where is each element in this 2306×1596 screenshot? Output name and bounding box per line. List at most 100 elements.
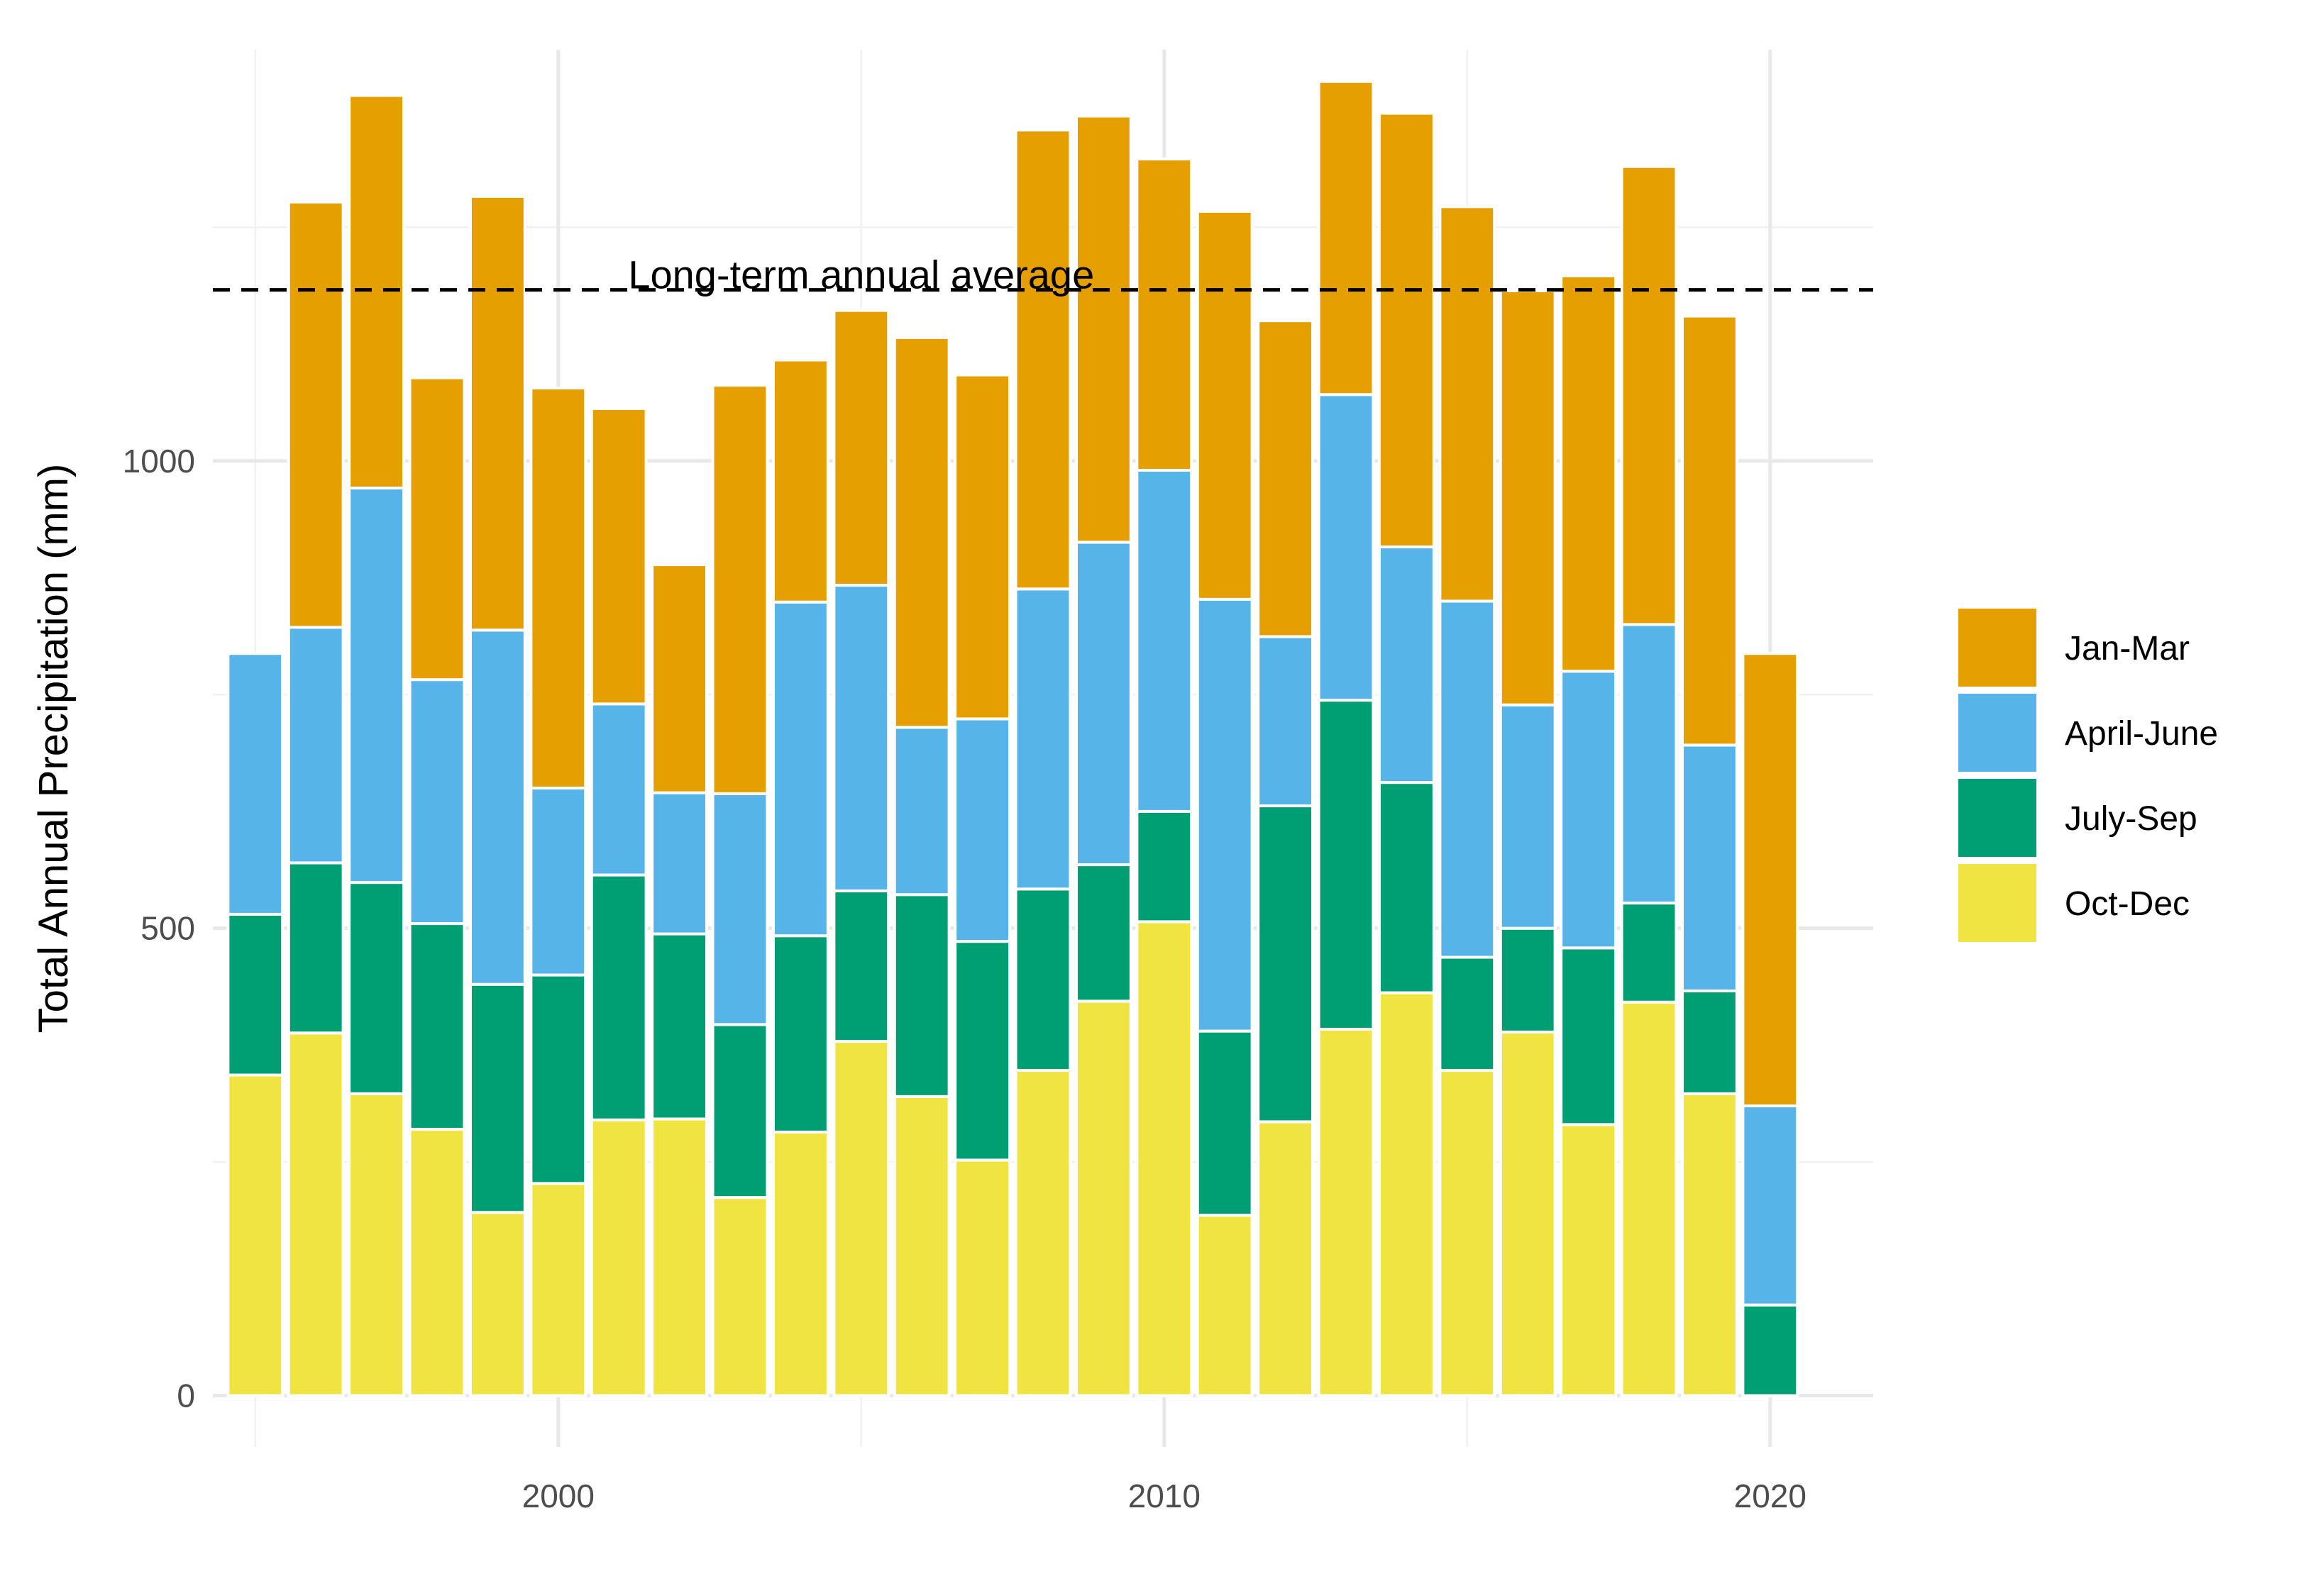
bar-april-june-2020 [1741, 1104, 1799, 1307]
bar-oct-dec-2015 [1438, 1068, 1496, 1397]
bar-oct-dec-2010 [1135, 920, 1193, 1397]
bar-jan-mar-2016 [1499, 289, 1557, 706]
bar-april-june-2001 [590, 702, 648, 877]
bar-jan-mar-2009 [1074, 114, 1132, 544]
bar-jan-mar-2012 [1257, 319, 1315, 638]
bar-april-june-2017 [1560, 670, 1618, 950]
bar-july-sep-2007 [954, 940, 1012, 1162]
bar-july-sep-2011 [1196, 1029, 1254, 1217]
bar-july-sep-2004 [771, 934, 829, 1134]
bar-april-june-2019 [1680, 743, 1738, 992]
y-axis-tick-labels: 0 500 1000 [123, 443, 195, 1414]
bar-oct-dec-2018 [1620, 1000, 1678, 1397]
bar-april-june-1997 [348, 487, 406, 885]
bar-jan-mar-2020 [1741, 652, 1799, 1108]
bar-jan-mar-2006 [893, 336, 951, 729]
bar-oct-dec-2007 [954, 1158, 1012, 1397]
bar-july-sep-2020 [1741, 1303, 1799, 1397]
bar-oct-dec-2019 [1680, 1092, 1738, 1397]
y-tick-label: 0 [177, 1378, 195, 1414]
legend-label: Oct-Dec [2065, 885, 2190, 923]
bar-jan-mar-2004 [771, 358, 829, 604]
bar-oct-dec-2004 [771, 1130, 829, 1397]
bar-april-june-1998 [408, 678, 466, 926]
bar-jan-mar-2018 [1620, 165, 1678, 626]
bar-jan-mar-1998 [408, 376, 466, 682]
bar-april-june-2000 [529, 787, 587, 977]
legend-label: Jan-Mar [2065, 630, 2190, 667]
bar-jan-mar-2000 [529, 387, 587, 790]
bar-july-sep-2019 [1680, 989, 1738, 1095]
bar-oct-dec-1995 [226, 1073, 285, 1397]
bar-oct-dec-2002 [651, 1117, 709, 1397]
bar-jan-mar-2003 [711, 384, 769, 795]
bar-oct-dec-1999 [468, 1211, 526, 1397]
bar-jan-mar-2011 [1196, 209, 1254, 601]
bar-july-sep-2003 [711, 1023, 769, 1199]
legend-label: April-June [2065, 715, 2218, 753]
bar-oct-dec-2017 [1560, 1123, 1618, 1397]
bar-april-june-2009 [1074, 541, 1132, 867]
bar-april-june-2002 [651, 791, 709, 936]
legend-label: July-Sep [2065, 800, 2197, 838]
bar-jan-mar-1997 [348, 94, 406, 490]
bar-april-june-2014 [1377, 545, 1435, 785]
bar-oct-dec-1998 [408, 1127, 466, 1397]
bar-july-sep-2001 [590, 873, 648, 1121]
bar-oct-dec-2006 [893, 1095, 951, 1397]
bar-april-june-2010 [1135, 468, 1193, 813]
bar-oct-dec-2012 [1257, 1120, 1315, 1397]
bar-oct-dec-2000 [529, 1182, 587, 1397]
y-tick-label: 500 [140, 910, 195, 947]
bar-jan-mar-2010 [1135, 157, 1193, 472]
bar-april-june-2005 [832, 584, 890, 892]
bar-oct-dec-2008 [1014, 1068, 1072, 1397]
legend: Jan-Mar April-June July-Sep Oct-Dec [1958, 609, 2218, 942]
bar-april-june-2003 [711, 792, 769, 1026]
bar-april-june-1999 [468, 628, 526, 986]
stacked-bars [226, 79, 1799, 1397]
bar-july-sep-2015 [1438, 955, 1496, 1072]
bar-oct-dec-2016 [1499, 1030, 1557, 1397]
bar-jan-mar-2005 [832, 309, 890, 587]
bar-july-sep-2014 [1377, 781, 1435, 994]
long-term-average-annotation: Long-term annual average [628, 253, 1094, 297]
bar-jan-mar-2015 [1438, 205, 1496, 603]
bar-jan-mar-2019 [1680, 314, 1738, 747]
legend-key-april-june [1958, 694, 2036, 772]
bar-oct-dec-2013 [1317, 1027, 1375, 1397]
bar-oct-dec-2001 [590, 1118, 648, 1397]
x-tick-label: 2000 [522, 1478, 595, 1514]
bar-april-june-2011 [1196, 597, 1254, 1033]
bar-july-sep-2012 [1257, 804, 1315, 1124]
bar-april-june-2004 [771, 600, 829, 938]
bar-jan-mar-1999 [468, 194, 526, 632]
bar-april-june-2006 [893, 726, 951, 897]
bar-oct-dec-2009 [1074, 999, 1132, 1397]
bar-july-sep-1999 [468, 982, 526, 1214]
bar-july-sep-1996 [287, 861, 345, 1035]
bar-april-june-2015 [1438, 599, 1496, 959]
bar-april-june-2008 [1014, 587, 1072, 891]
bar-jan-mar-2007 [954, 373, 1012, 721]
bar-july-sep-2018 [1620, 902, 1678, 1004]
bar-april-june-1995 [226, 652, 285, 916]
bar-jan-mar-2013 [1317, 79, 1375, 397]
bar-july-sep-2016 [1499, 926, 1557, 1033]
x-axis-tick-labels: 2000 2010 2020 [522, 1478, 1806, 1514]
bar-april-june-2013 [1317, 393, 1375, 702]
bar-july-sep-2000 [529, 973, 587, 1185]
x-tick-label: 2010 [1128, 1478, 1201, 1514]
bar-july-sep-2005 [832, 889, 890, 1043]
bar-july-sep-2009 [1074, 863, 1132, 1003]
bar-jan-mar-2014 [1377, 111, 1435, 549]
bar-jan-mar-1996 [287, 200, 345, 629]
bar-april-june-2018 [1620, 623, 1678, 905]
legend-key-july-sep [1958, 779, 2036, 857]
bar-july-sep-2002 [651, 932, 709, 1121]
y-tick-label: 1000 [123, 443, 195, 480]
bar-july-sep-2013 [1317, 699, 1375, 1031]
y-axis-title: Total Annual Precipitation (mm) [31, 464, 77, 1033]
bar-july-sep-2008 [1014, 887, 1072, 1072]
